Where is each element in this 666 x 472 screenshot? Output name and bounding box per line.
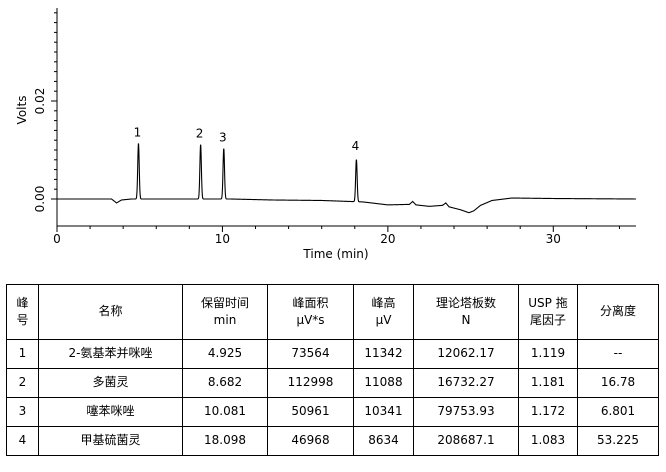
table-cell: 噻苯咪唑 [38,397,183,427]
column-header: 峰号 [6,284,39,340]
column-header: 峰面积 μV*s [267,284,354,340]
table-cell: 16.78 [577,368,659,398]
chart-axes: 0 10 20 30 0.00 0.02 [33,8,636,246]
column-header: 分离度 [577,284,659,340]
column-header-line: 保留时间 [200,295,249,310]
table-cell: 1.181 [518,368,578,398]
chromatogram-trace [57,143,636,214]
table-cell: 3 [6,397,39,427]
table-row: 3 噻苯咪唑 10.081 50961 10341 79753.93 1.172 6.801 [6,397,659,427]
column-header: 峰高 μV [353,284,414,340]
table-row: 2 多菌灵 8.682 112998 11088 16732.27 1.181 16.78 [6,368,659,398]
table-cell: 2-氨基苯并咪唑 [38,339,183,369]
y-tick-label: 0.02 [33,88,47,115]
y-axis-label: Volts [15,96,29,125]
table-cell: 73564 [267,339,354,369]
table-cell: 16732.27 [413,368,519,398]
column-header-line: 峰面积 [292,295,329,310]
x-tick-label: 20 [380,232,395,246]
table-cell: 甲基硫菌灵 [38,426,183,456]
table-cell: 46968 [267,426,354,456]
column-header-line: μV*s [296,313,325,327]
table-cell: 53.225 [577,426,659,456]
column-header-line: 号 [16,313,29,327]
x-axis-label: Time (min) [302,247,368,261]
table-cell: -- [577,339,659,369]
table-cell: 10.081 [182,397,268,427]
table-cell: 18.098 [182,426,268,456]
table-cell: 8.682 [182,368,268,398]
column-header-line: 峰 [16,295,29,310]
table-cell: 11088 [353,368,414,398]
chromatogram-chart: 0 10 20 30 0.00 0.02 1 2 3 4 Time (min) Volts [15,8,636,261]
column-header-line: N [461,313,471,327]
x-tick-label: 30 [546,232,561,246]
column-header: 保留时间 min [182,284,268,340]
column-header-line: 分离度 [599,304,636,319]
table-cell: 12062.17 [413,339,519,369]
column-header-line: USP 拖 [528,295,568,310]
table-row: 4 甲基硫菌灵 18.098 46968 8634 208687.1 1.083 53.225 [6,426,659,456]
table-cell: 4.925 [182,339,268,369]
table-cell: 1 [6,339,39,369]
table-header-row: 峰号 名称 保留时间 min 峰面积 μV*s 峰高 μV 理论塔板数 N USP 拖尾因子 分离度 [6,284,659,340]
y-tick-label: 0.00 [33,186,47,213]
table-cell: 8634 [353,426,414,456]
peak-labels: 1 2 3 4 [134,126,360,153]
column-header: USP 拖尾因子 [518,284,578,340]
table-cell: 6.801 [577,397,659,427]
table-cell: 112998 [267,368,354,398]
x-tick-label: 0 [53,232,61,246]
chromatogram-line [57,143,636,214]
peak-label: 1 [134,126,142,140]
table-body: 1 2-氨基苯并咪唑 4.925 73564 11342 12062.17 1.119 -- 2… [6,339,659,456]
table-cell: 1.119 [518,339,578,369]
table-cell: 208687.1 [413,426,519,456]
table-cell: 多菌灵 [38,368,183,398]
table-cell: 4 [6,426,39,456]
column-header-line: μV [375,313,392,327]
column-header-line: 理论塔板数 [435,295,496,310]
x-tick-label: 10 [215,232,230,246]
column-header-line: 尾因子 [529,313,566,327]
column-header-line: 峰高 [371,295,396,310]
table-cell: 10341 [353,397,414,427]
table-row: 1 2-氨基苯并咪唑 4.925 73564 11342 12062.17 1.119 -- [6,339,659,369]
column-header: 名称 [38,284,183,340]
table-cell: 1.172 [518,397,578,427]
column-header: 理论塔板数 N [413,284,519,340]
table-cell: 50961 [267,397,354,427]
peak-label: 2 [196,127,204,141]
table-cell: 1.083 [518,426,578,456]
peak-label: 4 [352,139,360,153]
column-header-line: 名称 [98,304,123,319]
table-cell: 79753.93 [413,397,519,427]
column-header-line: min [213,313,237,327]
table-cell: 11342 [353,339,414,369]
table-cell: 2 [6,368,39,398]
peak-label: 3 [219,131,227,145]
results-table: 峰号名称 保留时间 min 峰面积 μV*s 峰高 μV 理论塔板数 N USP 拖尾因子 分离度 … [6,284,659,456]
